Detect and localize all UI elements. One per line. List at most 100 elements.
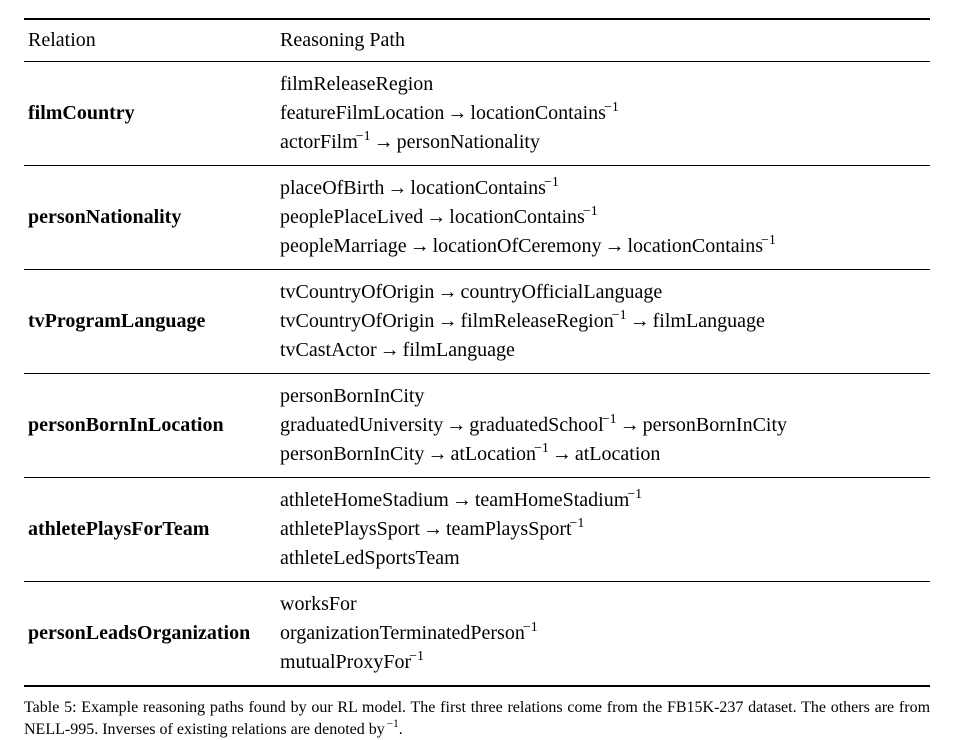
inverse-marker: −1 [627, 487, 642, 502]
path-step: personBornInCity [280, 443, 424, 465]
path-step: filmReleaseRegion [460, 310, 613, 332]
relation-cell: filmCountry [24, 62, 276, 166]
path-step: organizationTerminatedPerson [280, 622, 525, 644]
table-row: personNationalityplaceOfBirth → location… [24, 166, 930, 270]
inverse-marker: −1 [612, 308, 627, 323]
reasoning-path-cell: tvCountryOfOrigin → countryOfficialLangu… [276, 270, 930, 374]
path-step: tvCastActor [280, 339, 377, 361]
path-step: countryOfficialLanguage [460, 281, 662, 303]
inverse-marker: −1 [604, 100, 619, 115]
path-step: atLocation [575, 443, 661, 465]
reasoning-path-line: peopleMarriage → locationOfCeremony → lo… [280, 232, 922, 261]
path-step: tvCountryOfOrigin [280, 281, 434, 303]
arrow-icon: → [434, 307, 460, 336]
arrow-icon: → [549, 440, 575, 469]
arrow-icon: → [617, 411, 643, 440]
relation-cell: personLeadsOrganization [24, 582, 276, 687]
reasoning-path-cell: personBornInCitygraduatedUniversity → gr… [276, 374, 930, 478]
arrow-icon: → [424, 440, 450, 469]
path-step: filmLanguage [653, 310, 765, 332]
reasoning-path-line: tvCountryOfOrigin → countryOfficialLangu… [280, 278, 922, 307]
path-step: worksFor [280, 593, 357, 615]
caption-text-a: Example reasoning paths found by our RL … [24, 699, 930, 738]
arrow-icon: → [443, 411, 469, 440]
path-step: mutualProxyFor [280, 651, 411, 673]
caption-label: Table 5: [24, 699, 77, 716]
inverse-marker: −1 [544, 175, 559, 190]
reasoning-path-cell: placeOfBirth → locationContains−1peopleP… [276, 166, 930, 270]
path-step: athletePlaysSport [280, 518, 420, 540]
path-step: locationOfCeremony [433, 235, 602, 257]
arrow-icon: → [377, 336, 403, 365]
path-step: teamHomeStadium [475, 489, 629, 511]
path-step: tvCountryOfOrigin [280, 310, 434, 332]
reasoning-path-line: placeOfBirth → locationContains−1 [280, 174, 922, 203]
path-step: filmLanguage [403, 339, 515, 361]
arrow-icon: → [449, 486, 475, 515]
reasoning-path-line: peoplePlaceLived → locationContains−1 [280, 203, 922, 232]
path-step: locationContains [410, 177, 546, 199]
arrow-icon: → [627, 307, 653, 336]
reasoning-path-line: athleteLedSportsTeam [280, 544, 922, 573]
path-step: actorFilm [280, 131, 358, 153]
reasoning-path-line: tvCastActor → filmLanguage [280, 336, 922, 365]
reasoning-path-cell: filmReleaseRegion featureFilmLocation → l… [276, 62, 930, 166]
reasoning-path-line: tvCountryOfOrigin → filmReleaseRegion−1 … [280, 307, 922, 336]
inverse-marker: −1 [409, 649, 424, 664]
reasoning-path-line: worksFor [280, 590, 922, 619]
inverse-marker: −1 [583, 204, 598, 219]
path-step: athleteHomeStadium [280, 489, 449, 511]
caption-text-b: . [399, 721, 403, 738]
path-step: personNationality [397, 131, 540, 153]
arrow-icon: → [423, 203, 449, 232]
inverse-marker: −1 [356, 129, 371, 144]
header-relation: Relation [24, 19, 276, 62]
reasoning-path-line: mutualProxyFor−1 [280, 648, 922, 677]
inverse-marker: −1 [602, 412, 617, 427]
arrow-icon: → [384, 174, 410, 203]
path-step: peopleMarriage [280, 235, 407, 257]
relation-cell: athletePlaysForTeam [24, 478, 276, 582]
path-step: locationContains [449, 206, 585, 228]
reasoning-path-line: athletePlaysSport → teamPlaysSport−1 [280, 515, 922, 544]
path-step: teamPlaysSport [446, 518, 572, 540]
header-reasoning-path: Reasoning Path [276, 19, 930, 62]
path-step: locationContains [627, 235, 763, 257]
table-row: personLeadsOrganizationworksFor organizat… [24, 582, 930, 687]
reasoning-path-line: filmReleaseRegion [280, 70, 922, 99]
reasoning-path-cell: athleteHomeStadium → teamHomeStadium−1at… [276, 478, 930, 582]
reasoning-paths-table: Relation Reasoning Path filmCountryfilmR… [24, 18, 930, 687]
path-step: filmReleaseRegion [280, 73, 433, 95]
arrow-icon: → [420, 515, 446, 544]
reasoning-path-line: organizationTerminatedPerson−1 [280, 619, 922, 648]
inverse-marker: −1 [523, 620, 538, 635]
path-step: featureFilmLocation [280, 102, 444, 124]
path-step: personBornInCity [643, 414, 787, 436]
arrow-icon: → [371, 128, 397, 157]
table-row: filmCountryfilmReleaseRegion featureFilmL… [24, 62, 930, 166]
path-step: athleteLedSportsTeam [280, 547, 460, 569]
reasoning-path-line: featureFilmLocation → locationContains−1 [280, 99, 922, 128]
reasoning-path-line: personBornInCity → atLocation−1 → atLoca… [280, 440, 922, 469]
path-step: peoplePlaceLived [280, 206, 423, 228]
inverse-marker: −1 [761, 233, 776, 248]
arrow-icon: → [601, 232, 627, 261]
table-caption: Table 5: Example reasoning paths found b… [24, 697, 930, 740]
reasoning-path-line: graduatedUniversity → graduatedSchool−1 … [280, 411, 922, 440]
table-row: personBornInLocationpersonBornInCitygrad… [24, 374, 930, 478]
caption-inverse-marker: −1 [387, 718, 399, 730]
path-step: locationContains [470, 102, 606, 124]
table-row: tvProgramLanguagetvCountryOfOrigin → cou… [24, 270, 930, 374]
table-row: athletePlaysForTeamathleteHomeStadium → … [24, 478, 930, 582]
path-step: atLocation [450, 443, 536, 465]
path-step: graduatedUniversity [280, 414, 443, 436]
table-header-row: Relation Reasoning Path [24, 19, 930, 62]
arrow-icon: → [407, 232, 433, 261]
inverse-marker: −1 [570, 516, 585, 531]
relation-cell: personBornInLocation [24, 374, 276, 478]
arrow-icon: → [444, 99, 470, 128]
path-step: placeOfBirth [280, 177, 384, 199]
relation-cell: tvProgramLanguage [24, 270, 276, 374]
reasoning-path-line: actorFilm−1 → personNationality [280, 128, 922, 157]
relation-cell: personNationality [24, 166, 276, 270]
